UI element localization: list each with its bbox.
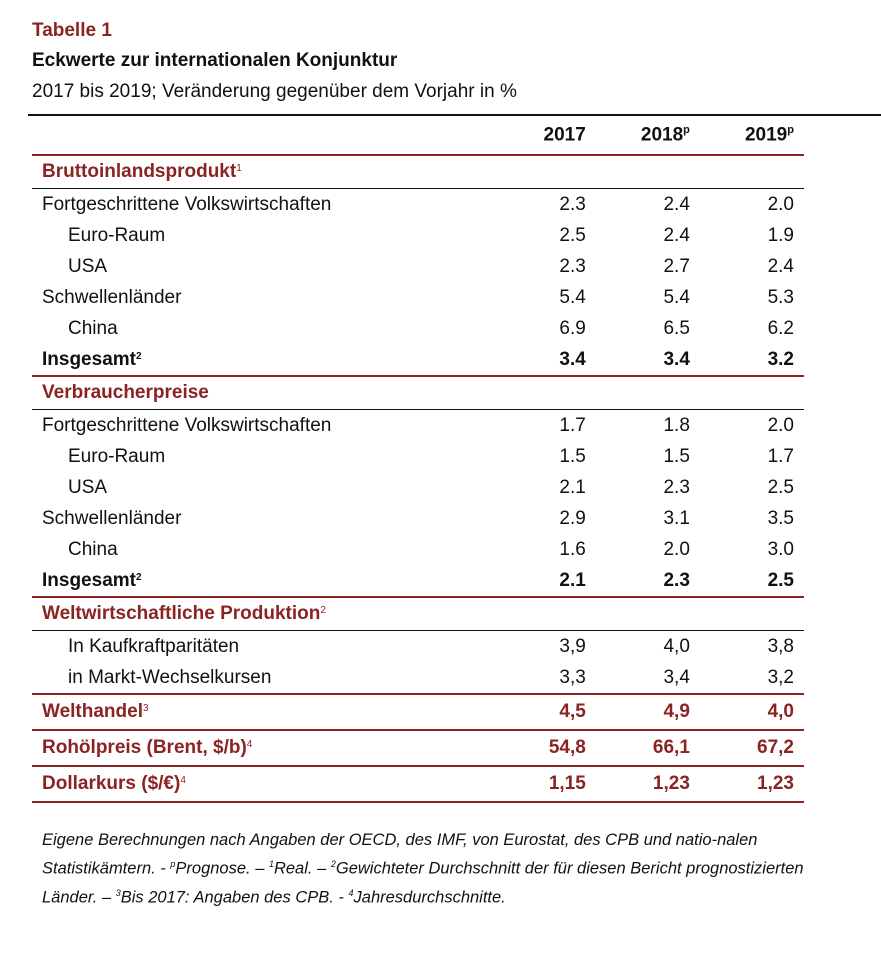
table-footnotes: Eigene Berechnungen nach Angaben der OEC… [42,831,804,906]
row-welthandel: Welthandel3 4,5 4,9 4,0 [32,694,804,731]
top-rule [28,114,881,116]
section-header-wwp: Weltwirtschaftliche Produktion2 [32,597,804,631]
table-row: in Markt-Wechselkursen 3,3 3,4 3,2 [32,662,804,695]
section-header-bip: Bruttoinlandsprodukt1 [32,155,804,189]
section-header-vpi: Verbraucherpreise [32,376,804,410]
table-title: Eckwerte zur internationalen Konjunktur [32,50,398,71]
table-row: Schwellenländer 5.4 5.4 5.3 [42,286,794,308]
table-row: China 1.6 2.0 3.0 [68,538,794,560]
table-row: Fortgeschrittene Volkswirtschaften 2.3 2… [42,193,794,215]
table-row: In Kaufkraftparitäten 3,9 4,0 3,8 [68,635,794,657]
col-header-2018: 2018p [603,117,708,156]
total-row-vpi: Insgesamt2 2.1 2.3 2.5 [32,565,804,598]
col-header-2019: 2019p [707,117,804,156]
table-header: Tabelle 1 Eckwerte zur internationalen K… [32,18,881,105]
table-row: Fortgeschrittene Volkswirtschaften 1.7 1… [42,414,794,436]
row-rohoelpreis: Rohölpreis (Brent, $/b)4 54,8 66,1 67,2 [32,730,804,767]
table-subtitle: 2017 bis 2019; Veränderung gegenüber dem… [32,81,517,102]
col-header-2017: 2017 [500,117,604,156]
table-row: USA 2.1 2.3 2.5 [68,476,794,498]
table-row: Schwellenländer 2.9 3.1 3.5 [42,507,794,529]
row-dollarkurs: Dollarkurs ($/€)4 1,15 1,23 1,23 [32,766,804,803]
table-row: Euro-Raum 1.5 1.5 1.7 [68,445,794,467]
header-empty [32,117,501,156]
table-row: Euro-Raum 2.5 2.4 1.9 [68,224,794,246]
table-row: China 6.9 6.5 6.2 [68,317,794,339]
table-number: Tabelle 1 [32,20,112,41]
total-row-bip: Insgesamt2 3.4 3.4 3.2 [32,344,804,377]
forecast-table: 2017 2018p 2019p Bruttoinlandsprodukt1 F… [32,117,804,803]
table-row: USA 2.3 2.7 2.4 [68,255,794,277]
column-header-row: 2017 2018p 2019p [32,117,804,156]
